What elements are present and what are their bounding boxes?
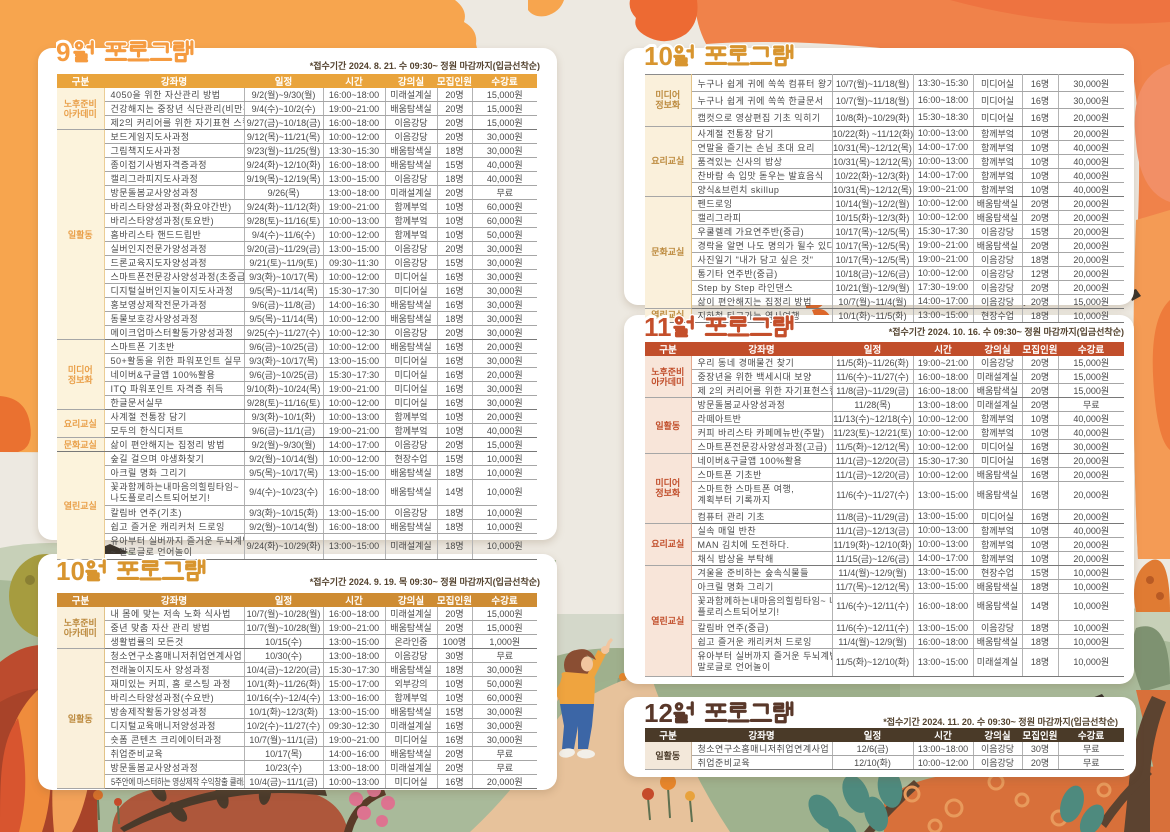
svg-text:11: 11: [644, 314, 672, 342]
svg-text:10: 10: [56, 558, 85, 586]
svg-text:12: 12: [644, 700, 673, 728]
svg-text:9: 9: [56, 39, 70, 67]
svg-text:10: 10: [644, 43, 673, 71]
svg-text:12: 12: [644, 700, 673, 728]
svg-text:10: 10: [644, 43, 673, 71]
svg-text:10: 10: [56, 558, 85, 586]
svg-text:9: 9: [56, 39, 70, 67]
svg-text:11: 11: [644, 314, 672, 342]
